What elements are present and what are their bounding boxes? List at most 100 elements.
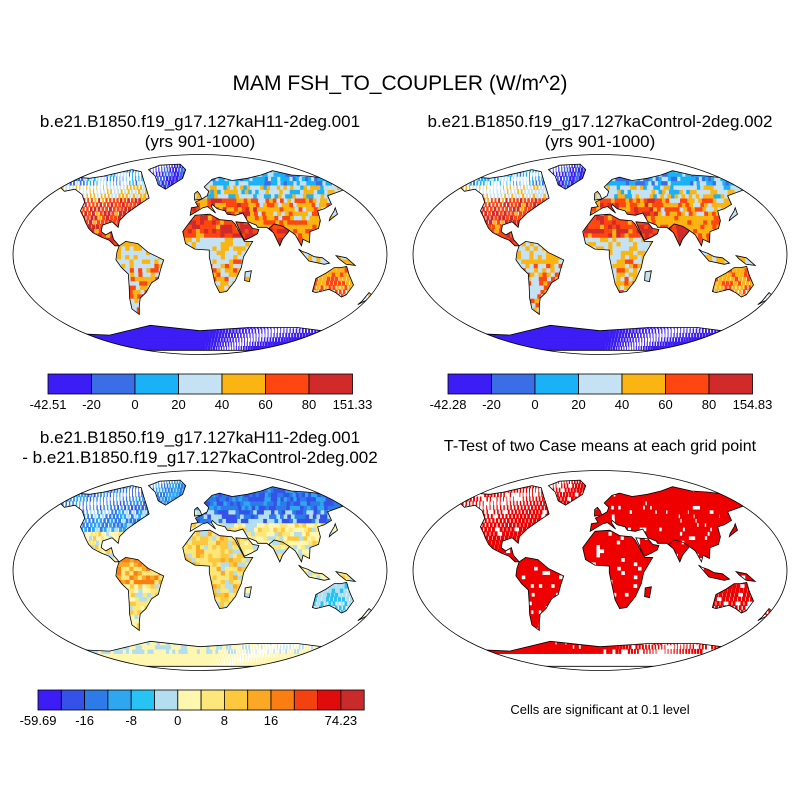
map-frame [12, 470, 388, 671]
colorbar-box [223, 689, 249, 711]
colorbar-box [447, 373, 492, 395]
japan-cells [329, 207, 338, 221]
colorbar-box [293, 689, 318, 711]
colorbar-label: 8 [221, 713, 228, 728]
colorbar-box [308, 373, 353, 395]
new-guinea-coastline [734, 254, 757, 266]
colorbar-box [578, 373, 623, 395]
india-peninsula-coastline [268, 539, 291, 563]
greenland-cells [548, 480, 586, 506]
colorbar-box [621, 373, 666, 395]
arabia-coastline [635, 221, 660, 241]
japan-coastline [728, 522, 738, 538]
colorbar-label: -16 [75, 713, 94, 728]
colorbar-box [221, 373, 266, 395]
panel4-title: T-Test of two Case means at each grid po… [443, 438, 757, 455]
arabia-coastline [235, 537, 260, 557]
australia-coastline [711, 266, 754, 298]
south-america-cells [115, 557, 164, 631]
madagascar-coastline [644, 270, 652, 283]
colorbar-box [134, 373, 179, 395]
south-america-cells [115, 241, 164, 315]
colorbar-h11: -42.51 -20 0 20 40 60 80 151.33 [30, 373, 373, 412]
colorbar-box [491, 373, 536, 395]
map-panel-h11 [12, 154, 388, 355]
colorbar-label: 60 [658, 397, 672, 412]
australia-cells [312, 582, 354, 613]
north-america-cells [459, 169, 550, 246]
colorbar-box [534, 373, 579, 395]
colorbar-box [317, 689, 342, 711]
south-america-coastline [115, 240, 165, 316]
australia-cells [712, 582, 754, 613]
colorbar-difference: -59.69 -16 -8 0 8 16 74.23 [20, 689, 365, 728]
north-america-cells [459, 485, 550, 562]
australia-cells [712, 266, 754, 297]
colorbar-label: -20 [482, 397, 501, 412]
colorbar-label: 60 [258, 397, 272, 412]
map-land-cells [59, 163, 374, 351]
africa-coastline [582, 529, 654, 610]
colorbar-label: 0 [531, 397, 538, 412]
antarctica-coastline [60, 324, 341, 351]
madagascar-coastline [244, 270, 252, 283]
colorbar-box [177, 689, 202, 711]
greenland-coastline [547, 163, 587, 190]
greenland-coastline [547, 479, 587, 506]
map-frame [412, 154, 788, 355]
arabia-coastline [635, 537, 660, 557]
colorbar-box [247, 689, 272, 711]
uk-coastline [194, 190, 203, 201]
africa-coastline [182, 213, 254, 294]
colorbar-box [154, 689, 179, 711]
colorbar-label: -8 [125, 713, 137, 728]
colorbar-box [47, 373, 92, 395]
colorbar-box [84, 689, 109, 711]
greenland-cells [548, 164, 586, 190]
india-peninsula-coastline [668, 223, 691, 247]
greenland-cells [148, 164, 186, 190]
indonesia-coastline [298, 248, 331, 265]
greenland-coastline [147, 479, 187, 506]
japan-coastline [728, 206, 738, 222]
uk-coastline [594, 506, 603, 517]
south-america-coastline [515, 556, 565, 632]
map-panel-control [412, 154, 788, 355]
colorbar-control: -42.28 -20 0 20 40 60 80 154.83 [430, 373, 772, 412]
uk-coastline [594, 190, 603, 201]
indonesia-coastline [298, 564, 331, 581]
madagascar-coastline [244, 586, 252, 599]
india-peninsula-coastline [668, 539, 691, 563]
antarctica-coastline [460, 324, 741, 351]
japan-coastline [328, 206, 338, 222]
greenland-coastline [147, 163, 187, 190]
colorbar-box [708, 373, 753, 395]
madagascar-cells [644, 270, 652, 282]
greenland-cells [148, 480, 186, 506]
australia-cells [312, 266, 354, 297]
colorbar-box [270, 689, 295, 711]
panel1-title: b.e21.B1850.f19_g17.127kaH11-2deg.001 [39, 112, 361, 131]
colorbar-label: -59.69 [20, 713, 56, 728]
south-america-coastline [115, 556, 165, 632]
colorbar-label: 20 [171, 397, 185, 412]
africa-coastline [182, 529, 254, 610]
panel2-title: b.e21.B1850.f19_g17.127kaControl-2deg.00… [427, 112, 773, 131]
colorbar-label: -42.28 [430, 397, 466, 412]
arabia-coastline [235, 221, 260, 241]
madagascar-cells [244, 270, 252, 282]
colorbar-label: 151.33 [333, 397, 373, 412]
map-frame [12, 154, 388, 355]
madagascar-cells [644, 586, 652, 598]
colorbar-label: 16 [264, 713, 278, 728]
panel3-subtitle: - b.e21.B1850.f19_g17.127kaControl-2deg.… [22, 448, 378, 467]
panel1-subtitle: (yrs 901-1000) [144, 132, 256, 151]
eurasia-coastline [589, 170, 752, 247]
significance-note: Cells are significant at 0.1 level [510, 702, 690, 717]
colorbar-box [130, 689, 155, 711]
colorbar-box [665, 373, 710, 395]
eurasia-coastline [189, 486, 352, 563]
antarctica-coastline [60, 640, 341, 667]
colorbar-label: -20 [82, 397, 101, 412]
australia-coastline [311, 266, 354, 298]
